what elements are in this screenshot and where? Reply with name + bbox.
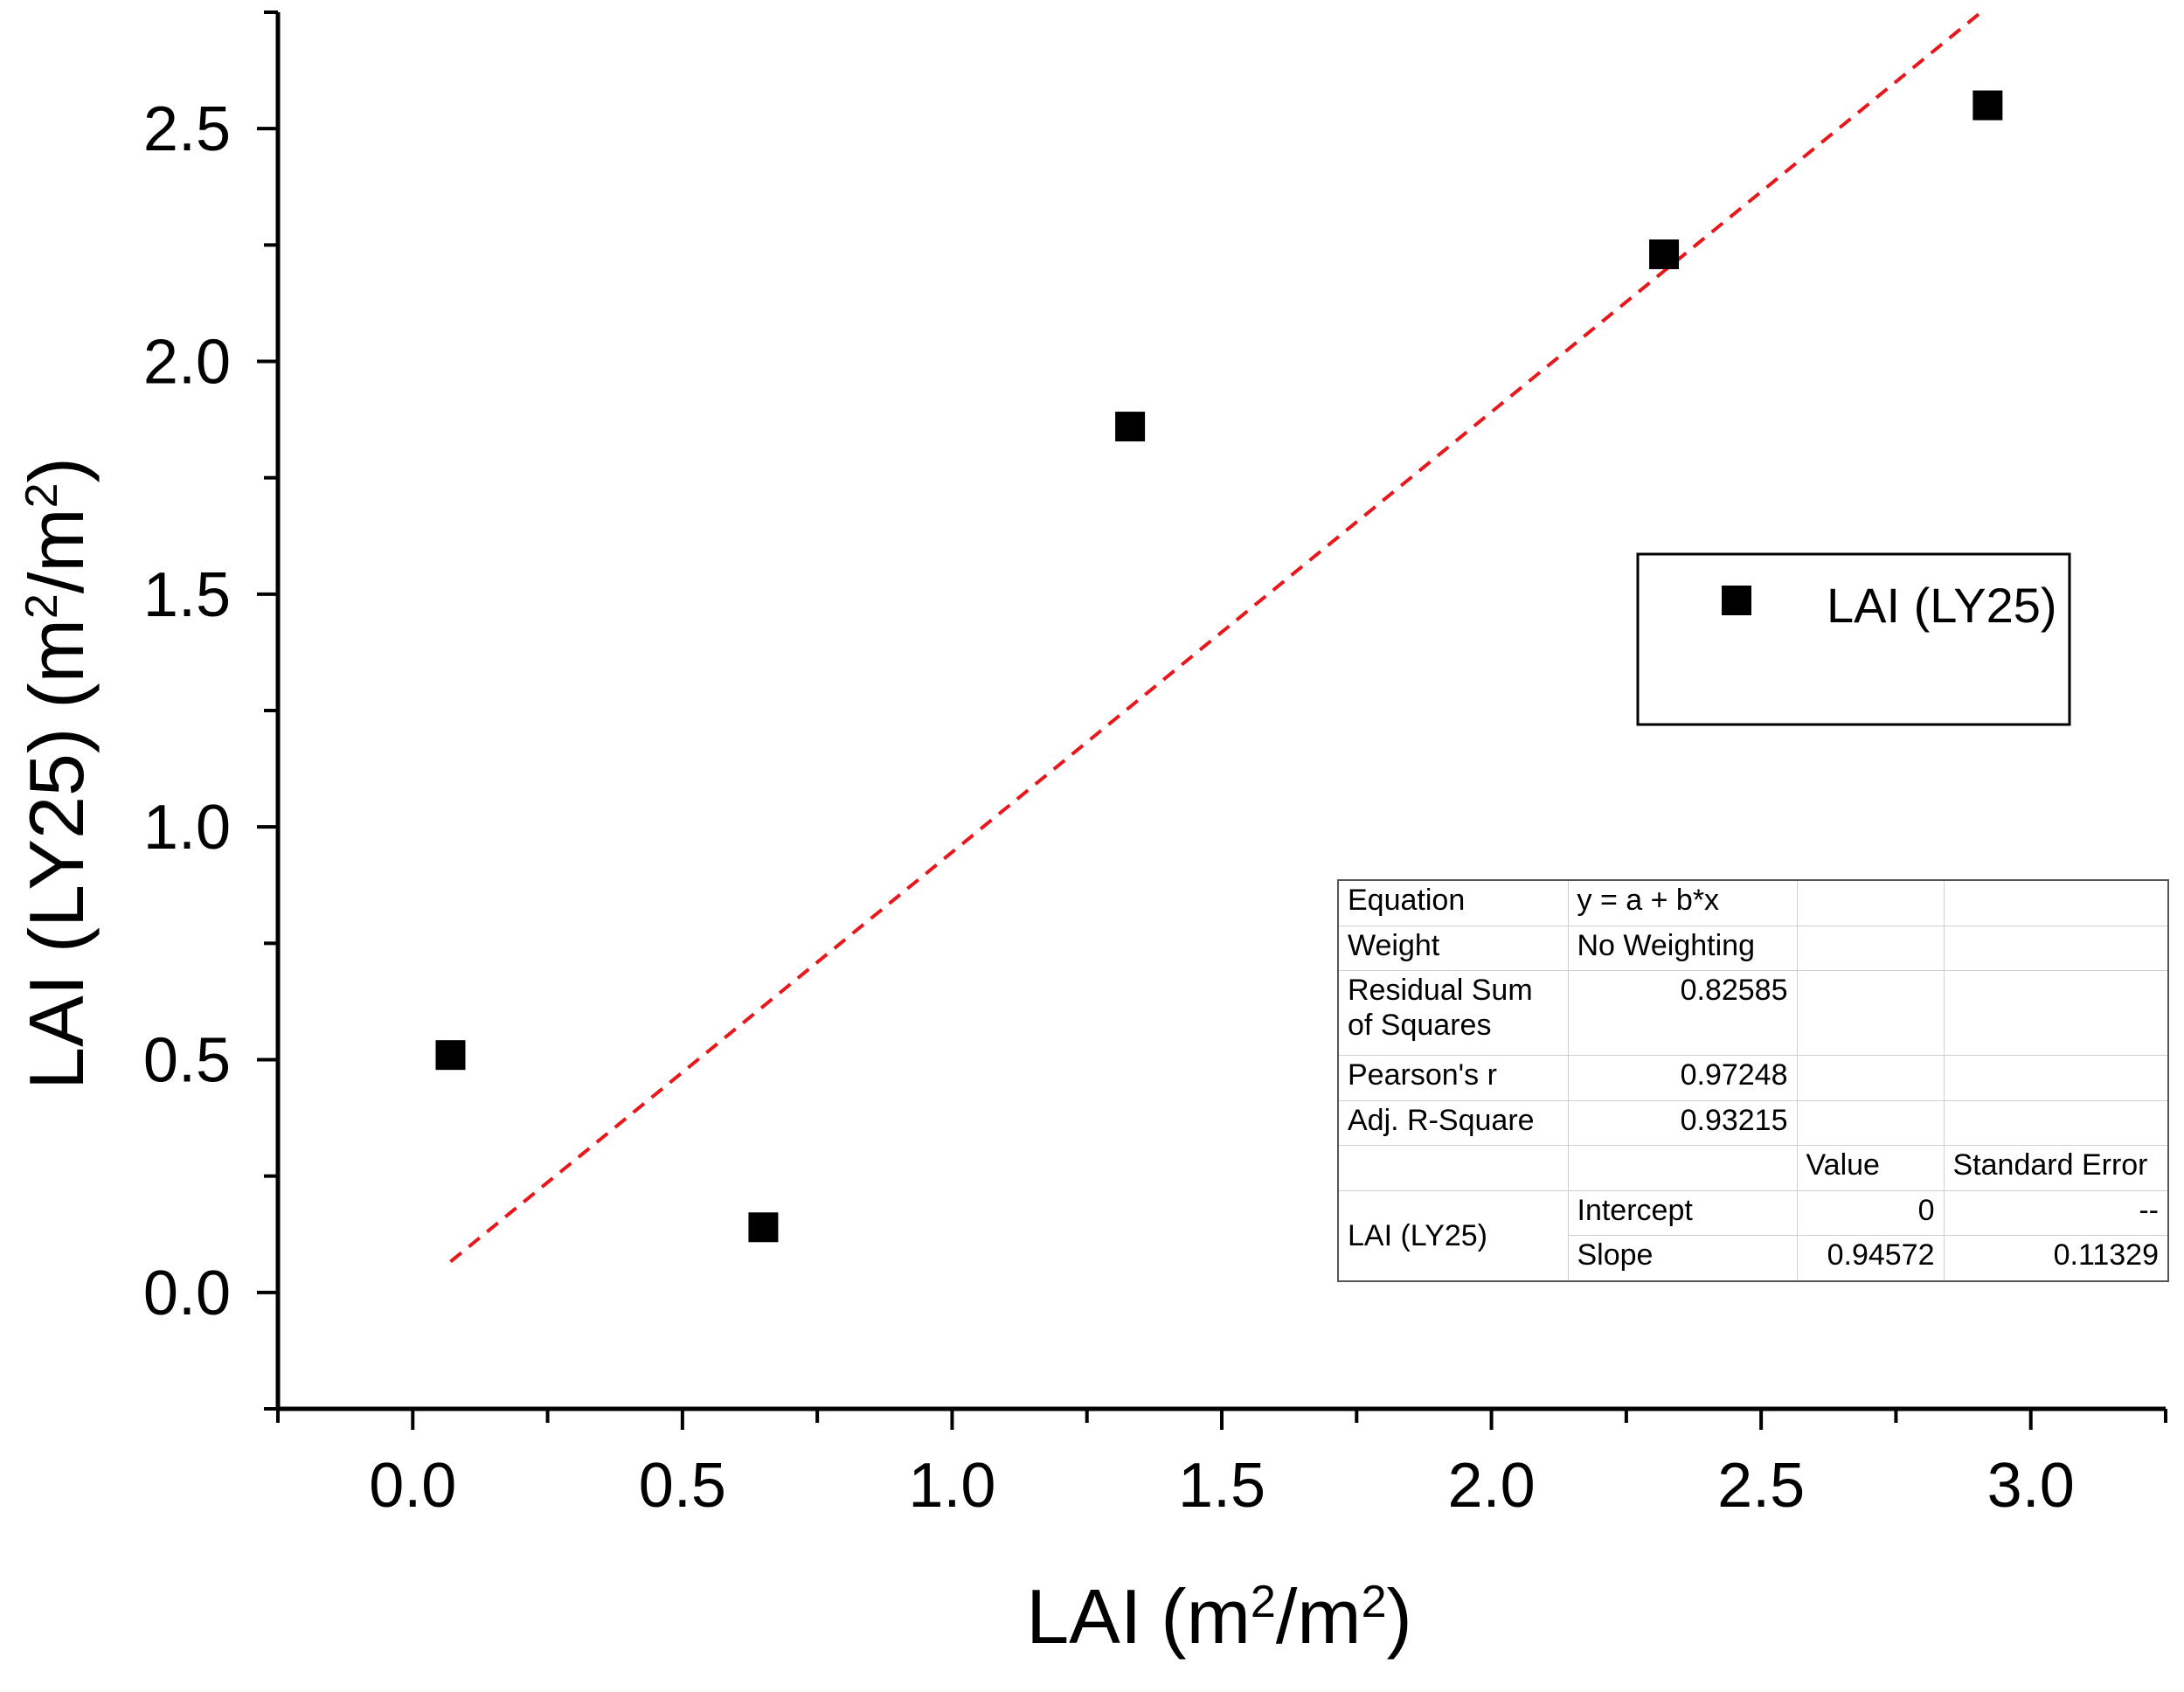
stats-header-value: Value bbox=[1796, 1145, 1945, 1191]
stats-row-equation: Equation y = a + b*x bbox=[1337, 879, 2169, 926]
data-point bbox=[435, 1040, 466, 1071]
fit-stats-table: Equation y = a + b*x Weight No Weighting… bbox=[1337, 879, 2169, 1282]
legend-label: LAI (LY25) bbox=[1827, 578, 2057, 633]
stats-row-adj-r-square: Adj. R-Square 0.93215 bbox=[1337, 1099, 2169, 1147]
y-tick-label: 2.0 bbox=[143, 328, 231, 398]
stats-param-std-error: -- bbox=[1943, 1189, 2169, 1237]
stats-label: Pearson's r bbox=[1337, 1055, 1569, 1101]
data-point bbox=[1973, 90, 2003, 121]
x-tick-label: 2.0 bbox=[1448, 1451, 1536, 1521]
x-axis-title: LAI (m2/m2) bbox=[1026, 1573, 1412, 1660]
stats-row-rss: Residual Sum of Squares 0.82585 bbox=[1337, 970, 2169, 1057]
y-tick-label: 1.5 bbox=[143, 560, 231, 630]
y-tick-label: 0.5 bbox=[143, 1026, 231, 1096]
stats-row-intercept: LAI (LY25) Intercept 0 -- bbox=[1337, 1189, 2169, 1282]
stats-row-weight: Weight No Weighting bbox=[1337, 925, 2169, 972]
y-tick-label: 2.5 bbox=[143, 94, 231, 164]
data-points bbox=[435, 90, 2003, 1243]
x-tick-label: 0.5 bbox=[639, 1451, 726, 1521]
stats-header-row: Value Standard Error bbox=[1337, 1145, 2169, 1191]
stats-label: Adj. R-Square bbox=[1337, 1099, 1569, 1147]
stats-param-name: Intercept bbox=[1567, 1189, 1798, 1237]
stats-label: Weight bbox=[1337, 925, 1569, 972]
x-tick-label: 1.5 bbox=[1178, 1451, 1265, 1521]
y-tick-label: 0.0 bbox=[143, 1259, 231, 1328]
data-point bbox=[1115, 412, 1146, 442]
data-point bbox=[748, 1212, 779, 1243]
stats-row-pearson: Pearson's r 0.97248 bbox=[1337, 1055, 2169, 1101]
stats-header-std-error: Standard Error bbox=[1943, 1145, 2169, 1191]
x-ticks: 0.0 0.5 1.0 1.5 2.0 2.5 3.0 bbox=[276, 1409, 2167, 1521]
stats-value: No Weighting bbox=[1567, 925, 1798, 972]
stats-label: Residual Sum of Squares bbox=[1337, 970, 1569, 1057]
x-tick-label: 1.0 bbox=[908, 1451, 995, 1521]
stats-param-std-error: 0.11329 bbox=[1943, 1235, 2169, 1282]
stats-value: 0.93215 bbox=[1567, 1099, 1798, 1147]
data-point bbox=[1649, 239, 1680, 269]
stats-param-value: 0 bbox=[1796, 1189, 1945, 1237]
stats-group-label: LAI (LY25) bbox=[1337, 1189, 1569, 1282]
x-tick-label: 2.5 bbox=[1717, 1451, 1805, 1521]
stats-value: y = a + b*x bbox=[1567, 879, 1798, 926]
stats-row-slope: Slope 0.94572 0.11329 bbox=[1338, 1235, 2169, 1282]
y-axis-title-text: LAI (LY25) bbox=[13, 728, 100, 1090]
stats-param-value: 0.94572 bbox=[1796, 1235, 1945, 1282]
y-tick-label: 1.0 bbox=[143, 793, 231, 863]
x-tick-label: 0.0 bbox=[369, 1451, 456, 1521]
stats-label: Equation bbox=[1337, 879, 1569, 926]
stats-value: 0.82585 bbox=[1567, 970, 1798, 1057]
stats-value: 0.97248 bbox=[1567, 1055, 1798, 1101]
stats-param-name: Slope bbox=[1567, 1235, 1798, 1282]
legend-marker bbox=[1722, 586, 1751, 615]
x-tick-label: 3.0 bbox=[1987, 1451, 2075, 1521]
y-ticks: 0.0 0.5 1.0 1.5 2.0 2.5 bbox=[143, 10, 278, 1411]
legend: LAI (LY25) bbox=[1636, 552, 2071, 726]
legend-box bbox=[1636, 552, 2071, 726]
y-axis-title: LAI (LY25)(m2/m2) bbox=[13, 457, 100, 1090]
x-axis-title-text: LAI bbox=[1026, 1573, 1141, 1660]
